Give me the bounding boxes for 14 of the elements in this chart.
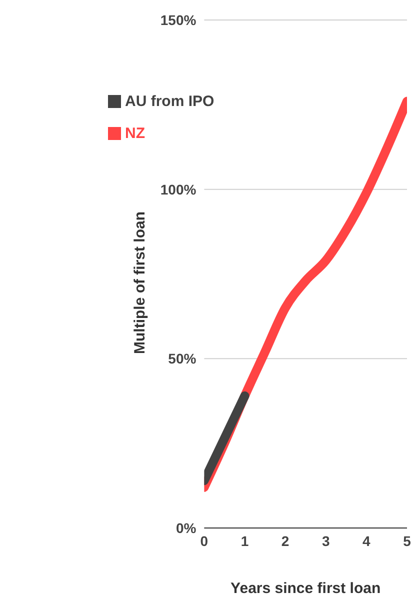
x-tick-label: 1	[240, 532, 249, 549]
y-axis-title: Multiple of first loan	[132, 212, 149, 354]
x-axis-title: Years since first loan	[230, 580, 381, 597]
x-tick-label: 4	[362, 532, 371, 549]
y-tick-label: 100%	[160, 181, 197, 198]
x-tick-label: 2	[281, 532, 290, 549]
legend-label: NZ	[125, 125, 145, 142]
x-tick-label: 5	[403, 532, 412, 549]
x-tick-label: 3	[322, 532, 330, 549]
y-tick-label: 50%	[168, 350, 197, 367]
legend-label: AU from IPO	[125, 93, 214, 110]
y-tick-label: 0%	[176, 520, 197, 536]
y-tick-label: 150%	[160, 12, 197, 28]
x-tick-label: 0	[200, 532, 208, 549]
